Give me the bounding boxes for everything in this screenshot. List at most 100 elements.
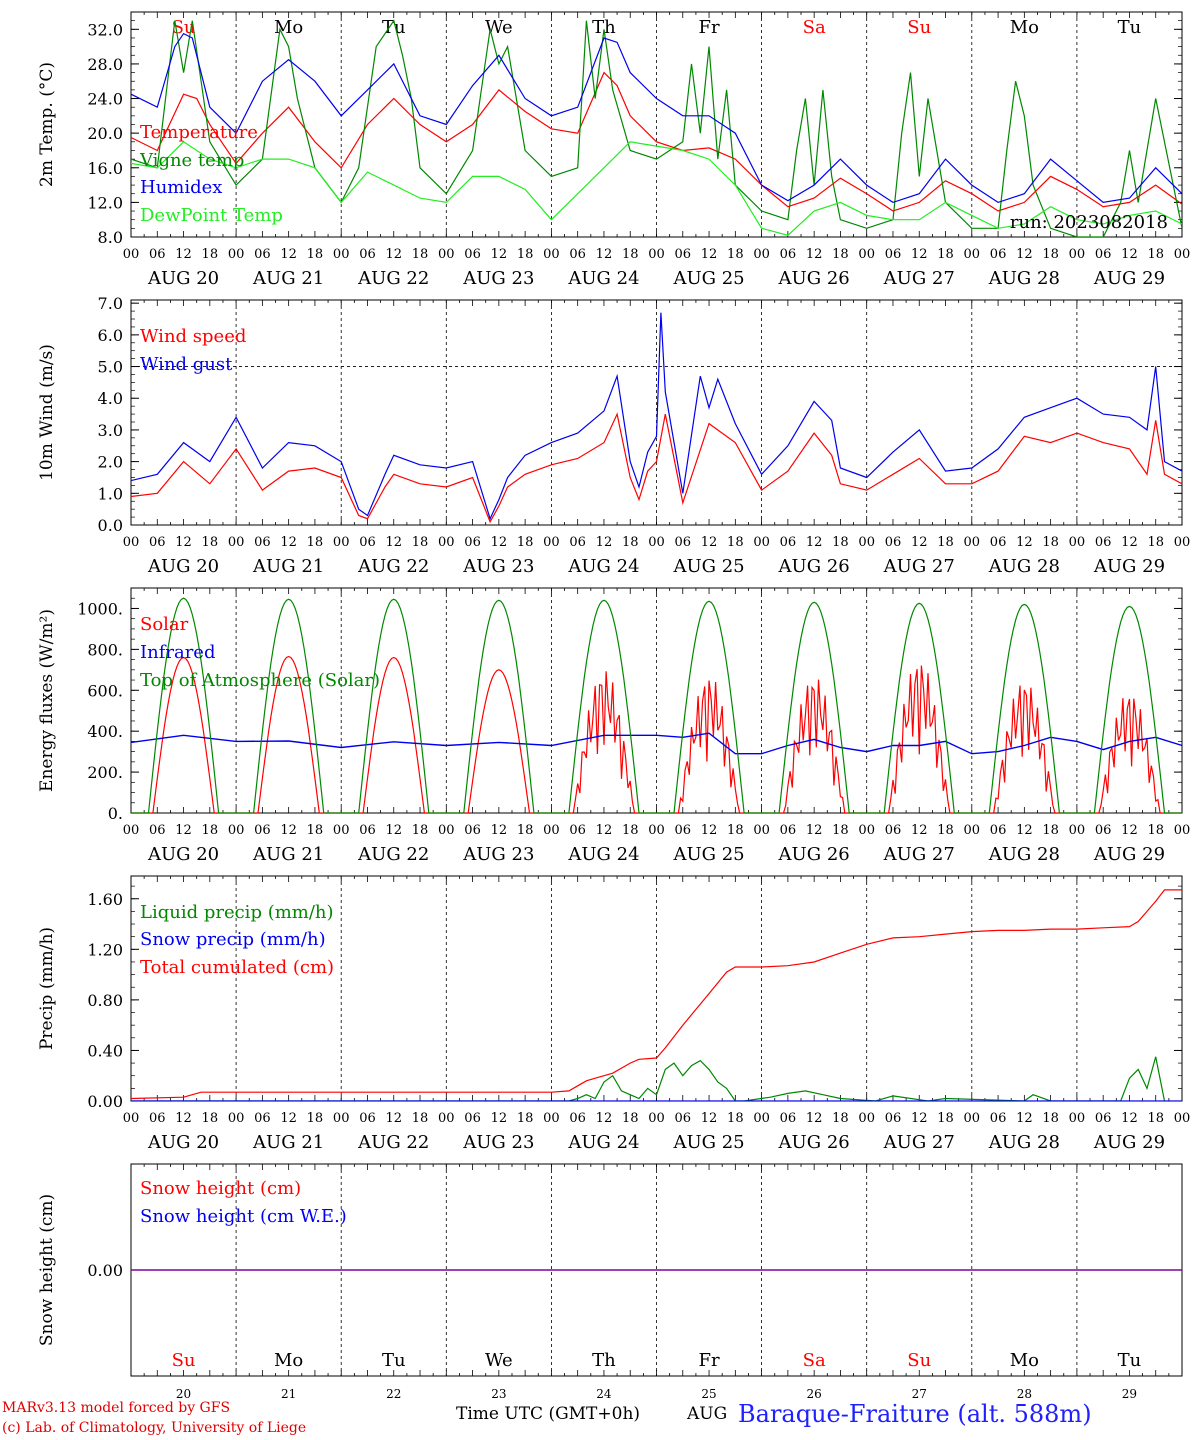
hour-tick-label: 18 xyxy=(517,1111,534,1126)
hour-tick-label: 06 xyxy=(254,823,271,838)
legend-entry: Top of Atmosphere (Solar) xyxy=(140,670,380,691)
day-number-label: 20 xyxy=(176,1387,191,1401)
hour-tick-label: 06 xyxy=(254,535,271,550)
hour-tick-label: 12 xyxy=(806,823,823,838)
hour-tick-label: 18 xyxy=(1042,535,1059,550)
hour-tick-label: 18 xyxy=(307,247,324,262)
hour-tick-label: 12 xyxy=(911,247,928,262)
legend-entry: Wind gust xyxy=(140,354,233,375)
legend-entry: Infrared xyxy=(140,642,215,663)
hour-tick-label: 06 xyxy=(359,535,376,550)
hour-tick-label: 00 xyxy=(438,823,455,838)
hour-tick-label: 06 xyxy=(569,823,586,838)
hour-tick-label: 18 xyxy=(622,1111,639,1126)
y-tick-label: 0.0 xyxy=(98,516,123,535)
hour-tick-label: 12 xyxy=(280,1111,297,1126)
date-label: AUG 23 xyxy=(462,268,534,289)
date-label: AUG 24 xyxy=(567,556,639,577)
legend-entry: Liquid precip (mm/h) xyxy=(140,902,334,923)
hour-tick-label: 00 xyxy=(964,247,981,262)
weekday-label: Su xyxy=(907,1350,931,1371)
hour-tick-label: 00 xyxy=(228,823,245,838)
date-label: AUG 20 xyxy=(147,268,219,289)
date-label: AUG 25 xyxy=(672,556,744,577)
weekday-label: Mo xyxy=(274,1350,303,1371)
y-axis-label: Energy fluxes (W/m²) xyxy=(37,609,57,792)
hour-tick-label: 06 xyxy=(254,247,271,262)
date-label: AUG 27 xyxy=(883,556,955,577)
legend-entry: Temperature xyxy=(140,122,258,143)
hour-tick-label: 06 xyxy=(359,823,376,838)
hour-tick-label: 18 xyxy=(727,247,744,262)
legend-entry: Snow height (cm) xyxy=(140,1178,301,1199)
hour-tick-label: 00 xyxy=(858,823,875,838)
hour-tick-label: 18 xyxy=(727,1111,744,1126)
y-tick-label: 0.80 xyxy=(87,991,123,1010)
weekday-label: Tu xyxy=(382,1350,406,1371)
hour-tick-label: 00 xyxy=(964,823,981,838)
date-label: AUG 22 xyxy=(357,844,429,865)
hour-tick-label: 18 xyxy=(517,247,534,262)
hour-tick-label: 00 xyxy=(228,1111,245,1126)
date-label: AUG 21 xyxy=(252,268,324,289)
hour-tick-label: 18 xyxy=(517,823,534,838)
hour-tick-label: 00 xyxy=(1174,1111,1191,1126)
y-axis-label: Precip (mm/h) xyxy=(37,927,57,1050)
hour-tick-label: 00 xyxy=(753,823,770,838)
series-vigne-temp xyxy=(131,19,1182,237)
hour-tick-label: 06 xyxy=(149,823,166,838)
hour-tick-label: 06 xyxy=(990,247,1007,262)
y-tick-label: 2.0 xyxy=(98,453,123,472)
date-label: AUG 22 xyxy=(357,268,429,289)
series-humidex xyxy=(131,32,1182,204)
series-total-cumulated-cm- xyxy=(131,889,1182,1100)
weekday-label: Mo xyxy=(1010,17,1039,38)
y-tick-label: 32.0 xyxy=(87,20,123,39)
hour-tick-label: 18 xyxy=(727,535,744,550)
hour-tick-label: 06 xyxy=(675,823,692,838)
date-label: AUG 29 xyxy=(1093,1132,1165,1153)
hour-tick-label: 00 xyxy=(438,247,455,262)
hour-tick-label: 00 xyxy=(123,247,140,262)
hour-tick-label: 12 xyxy=(701,823,718,838)
hour-tick-label: 12 xyxy=(491,823,508,838)
hour-tick-label: 12 xyxy=(385,1111,402,1126)
hour-tick-label: 18 xyxy=(1147,823,1164,838)
y-tick-label: 8.0 xyxy=(98,228,123,247)
hour-tick-label: 06 xyxy=(569,247,586,262)
series-temperature xyxy=(131,71,1182,212)
hour-tick-label: 06 xyxy=(569,535,586,550)
date-label: AUG 27 xyxy=(883,1132,955,1153)
hour-tick-label: 18 xyxy=(412,247,429,262)
y-tick-label: 800. xyxy=(87,640,123,659)
hour-tick-label: 00 xyxy=(228,535,245,550)
hour-tick-label: 12 xyxy=(911,535,928,550)
hour-tick-label: 06 xyxy=(1095,247,1112,262)
day-number-label: 27 xyxy=(912,1387,927,1401)
hour-tick-label: 06 xyxy=(780,1111,797,1126)
hour-tick-label: 06 xyxy=(780,247,797,262)
day-number-label: 21 xyxy=(281,1387,296,1401)
day-number-label: 25 xyxy=(701,1387,716,1401)
hour-tick-label: 12 xyxy=(175,247,192,262)
weekday-label: Th xyxy=(592,1350,616,1371)
hour-tick-label: 12 xyxy=(1016,535,1033,550)
legend-entry: Snow height (cm W.E.) xyxy=(140,1206,347,1227)
hour-tick-label: 18 xyxy=(307,823,324,838)
hour-tick-label: 00 xyxy=(964,535,981,550)
y-tick-label: 6.0 xyxy=(98,326,123,345)
x-axis-label: Time UTC (GMT+0h) xyxy=(456,1404,641,1424)
hour-tick-label: 18 xyxy=(832,535,849,550)
hour-tick-label: 12 xyxy=(280,823,297,838)
date-label: AUG 22 xyxy=(357,1132,429,1153)
date-label: AUG 21 xyxy=(252,1132,324,1153)
hour-tick-label: 00 xyxy=(753,247,770,262)
date-label: AUG 26 xyxy=(778,844,850,865)
hour-tick-label: 12 xyxy=(1121,247,1138,262)
hour-tick-label: 18 xyxy=(937,535,954,550)
hour-tick-label: 18 xyxy=(832,247,849,262)
hour-tick-label: 00 xyxy=(1069,535,1086,550)
hour-tick-label: 06 xyxy=(464,535,481,550)
hour-tick-label: 12 xyxy=(911,823,928,838)
